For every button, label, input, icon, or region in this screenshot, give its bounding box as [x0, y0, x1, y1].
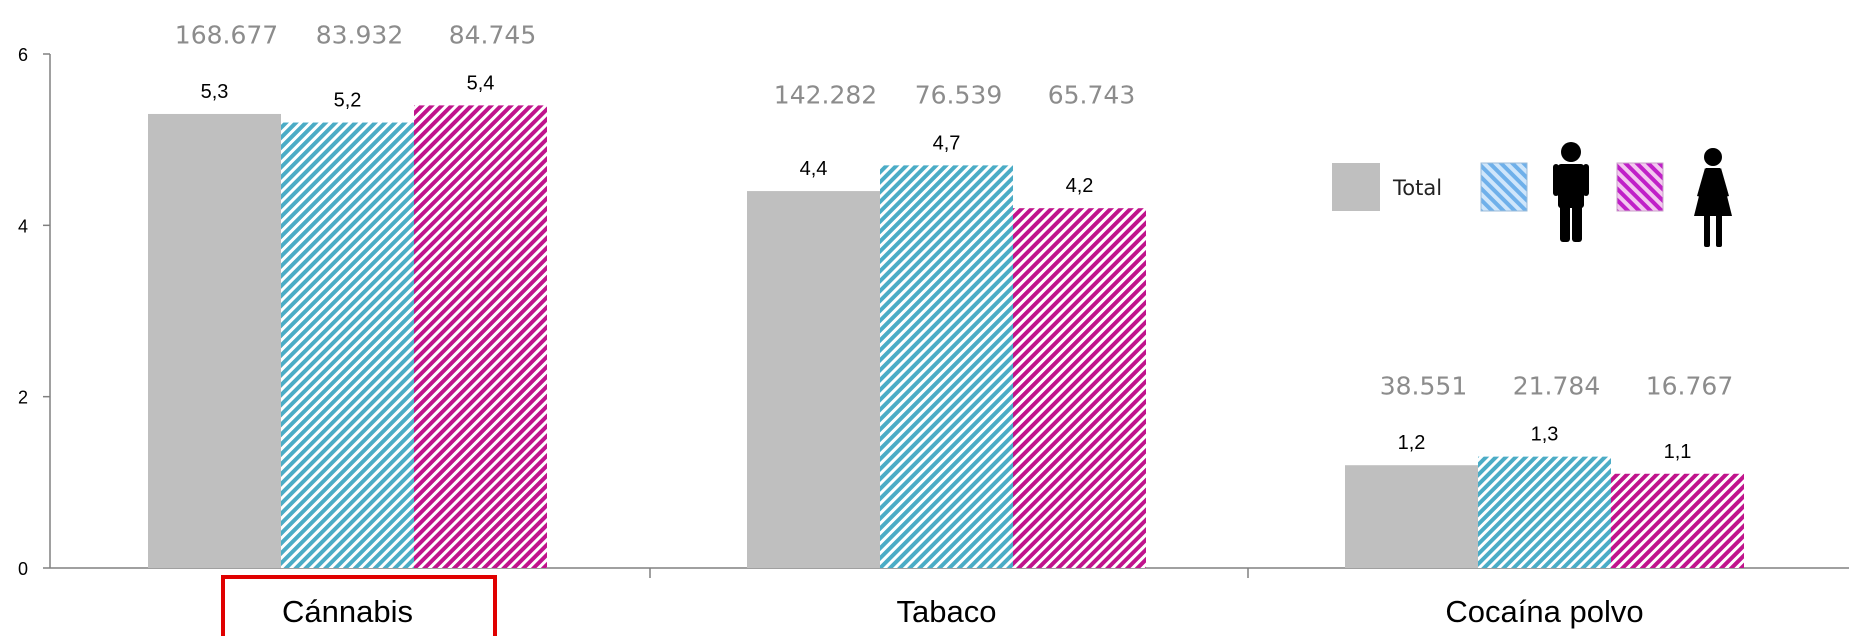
count-label: 142.282 — [774, 80, 877, 109]
y-ticks: 0 2 4 6 — [18, 45, 50, 579]
count-label: 38.551 — [1380, 372, 1467, 401]
bar-female — [1013, 208, 1146, 568]
bar-total — [747, 191, 880, 569]
bar-male — [880, 165, 1013, 568]
y-tick-label: 4 — [18, 216, 28, 236]
data-label: 5,3 — [201, 81, 229, 103]
category-label: Cánnabis — [282, 594, 413, 629]
bar-female — [414, 105, 547, 569]
y-tick-label: 0 — [18, 559, 28, 579]
data-label: 1,2 — [1398, 432, 1426, 454]
legend-swatch-total — [1332, 163, 1380, 211]
count-labels: 168.677 83.932 84.745 142.282 76.539 65.743 38… — [175, 20, 1733, 400]
category-labels: Cánnabis Tabaco Cocaína polvo — [282, 594, 1644, 629]
highlight-box — [221, 575, 497, 636]
female-icon — [1694, 148, 1732, 247]
bars — [148, 105, 1744, 569]
bar-female — [1611, 473, 1744, 568]
legend-swatch-male — [1480, 162, 1528, 212]
count-label: 65.743 — [1048, 80, 1135, 109]
count-label: 168.677 — [175, 20, 278, 49]
count-label: 83.932 — [316, 20, 403, 49]
count-label: 76.539 — [915, 80, 1002, 109]
legend: Total — [1332, 142, 1732, 247]
male-icon — [1553, 142, 1589, 242]
data-label: 4,4 — [800, 158, 828, 180]
x-ticks — [649, 568, 1249, 578]
count-label: 16.767 — [1646, 372, 1733, 401]
data-label: 4,2 — [1066, 175, 1094, 197]
category-label: Cocaína polvo — [1445, 594, 1643, 629]
legend-label-total: Total — [1392, 176, 1442, 200]
data-label: 1,3 — [1531, 424, 1559, 446]
count-label: 84.745 — [449, 20, 536, 49]
count-label: 21.784 — [1513, 372, 1600, 401]
data-labels: 5,3 5,2 5,4 4,4 4,7 4,2 1,2 1,3 1,1 — [201, 72, 1692, 462]
data-label: 5,4 — [467, 72, 495, 94]
data-label: 4,7 — [933, 132, 961, 154]
bar-total — [1345, 465, 1478, 568]
data-label: 5,2 — [334, 90, 362, 112]
bar-male — [1478, 456, 1611, 568]
bar-total — [148, 113, 281, 568]
category-label: Tabaco — [897, 594, 997, 629]
data-label: 1,1 — [1664, 441, 1692, 463]
y-tick-label: 2 — [18, 388, 28, 408]
legend-swatch-female — [1616, 162, 1664, 212]
bar-male — [281, 122, 414, 569]
y-tick-label: 6 — [18, 45, 28, 65]
